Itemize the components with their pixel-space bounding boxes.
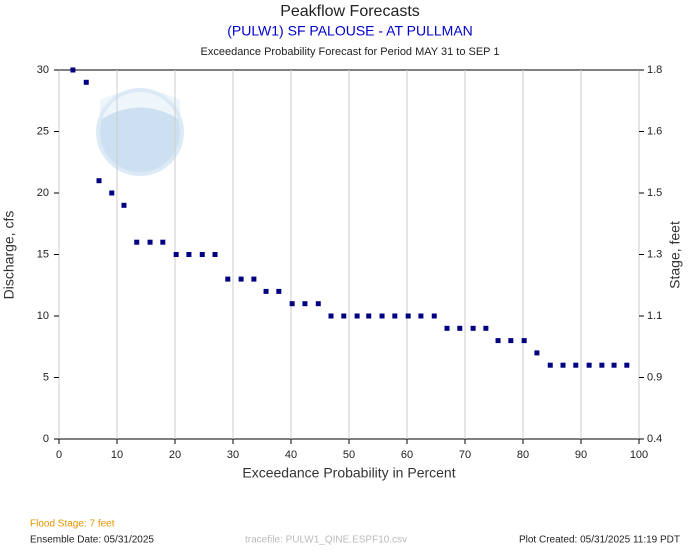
point (534, 350, 540, 356)
point (83, 79, 89, 85)
chart-subtitle: (PULW1) SF PALOUSE - AT PULLMAN (227, 23, 473, 39)
plot-created: Plot Created: 05/31/2025 11:19 PDT (519, 535, 680, 546)
x-tick-label: 30 (227, 449, 239, 461)
point (251, 276, 257, 282)
point (238, 276, 244, 282)
y2-tick-label: 0.4 (647, 433, 662, 445)
tracefile: tracefile: PULW1_QINE.ESPF10.csv (245, 535, 407, 546)
point (611, 362, 617, 368)
y2-tick-label: 0.9 (647, 371, 662, 383)
x-tick-label: 80 (517, 449, 529, 461)
flood-stage: Flood Stage: 7 feet (30, 519, 115, 530)
point (147, 239, 153, 245)
point (599, 362, 605, 368)
point (521, 338, 527, 344)
y-tick-label: 15 (37, 248, 49, 260)
x-tick-label: 70 (459, 449, 471, 461)
ensemble-date: Ensemble Date: 05/31/2025 (30, 535, 154, 546)
y2-tick-label: 1.3 (647, 248, 662, 260)
point (573, 362, 579, 368)
x-tick-label: 40 (285, 449, 297, 461)
y-tick-label: 20 (37, 187, 49, 199)
point (444, 325, 450, 331)
x-tick-label: 0 (56, 449, 62, 461)
point (418, 313, 424, 319)
y2-tick-label: 1.1 (647, 310, 662, 322)
point (276, 288, 282, 294)
point (508, 338, 514, 344)
point (547, 362, 553, 368)
x-tick-label: 10 (111, 449, 123, 461)
y2-axis-label: Stage, feet (667, 221, 683, 289)
point (366, 313, 372, 319)
point (560, 362, 566, 368)
point (134, 239, 140, 245)
point (173, 252, 179, 257)
point (160, 239, 166, 245)
point (302, 301, 308, 307)
y2-tick-label: 1.5 (647, 187, 662, 199)
y2-tick-label: 1.6 (647, 125, 662, 137)
x-tick-label: 100 (630, 449, 648, 461)
noaa-logo (96, 88, 184, 176)
point (457, 325, 463, 331)
point (328, 313, 334, 319)
x-axis-label: Exceedance Probability in Percent (242, 465, 455, 481)
point (341, 313, 347, 319)
point (225, 276, 231, 282)
point (186, 252, 192, 257)
point (586, 362, 592, 368)
point (431, 313, 437, 319)
chart-description: Exceedance Probability Forecast for Peri… (201, 46, 500, 58)
point (379, 313, 385, 319)
chart-title: Peakflow Forecasts (280, 3, 420, 20)
point (354, 313, 360, 319)
y-tick-label: 30 (37, 64, 49, 76)
point (392, 313, 398, 319)
point (315, 301, 321, 307)
point (121, 202, 127, 208)
y-tick-label: 0 (43, 433, 49, 445)
y-tick-label: 5 (43, 371, 49, 383)
point (624, 362, 630, 368)
point (263, 288, 269, 294)
point (212, 252, 218, 257)
y2-tick-label: 1.8 (647, 64, 662, 76)
point (483, 325, 489, 331)
point (470, 325, 476, 331)
y-tick-label: 10 (37, 310, 49, 322)
point (96, 178, 102, 184)
point (495, 338, 501, 344)
x-tick-label: 60 (401, 449, 413, 461)
point (70, 67, 76, 73)
y-axis-label: Discharge, cfs (1, 211, 17, 300)
x-tick-label: 20 (169, 449, 181, 461)
point (405, 313, 411, 319)
point (199, 252, 205, 257)
x-tick-label: 50 (343, 449, 355, 461)
point (109, 190, 115, 196)
x-tick-label: 90 (575, 449, 587, 461)
point (289, 301, 295, 307)
y-tick-label: 25 (37, 125, 49, 137)
